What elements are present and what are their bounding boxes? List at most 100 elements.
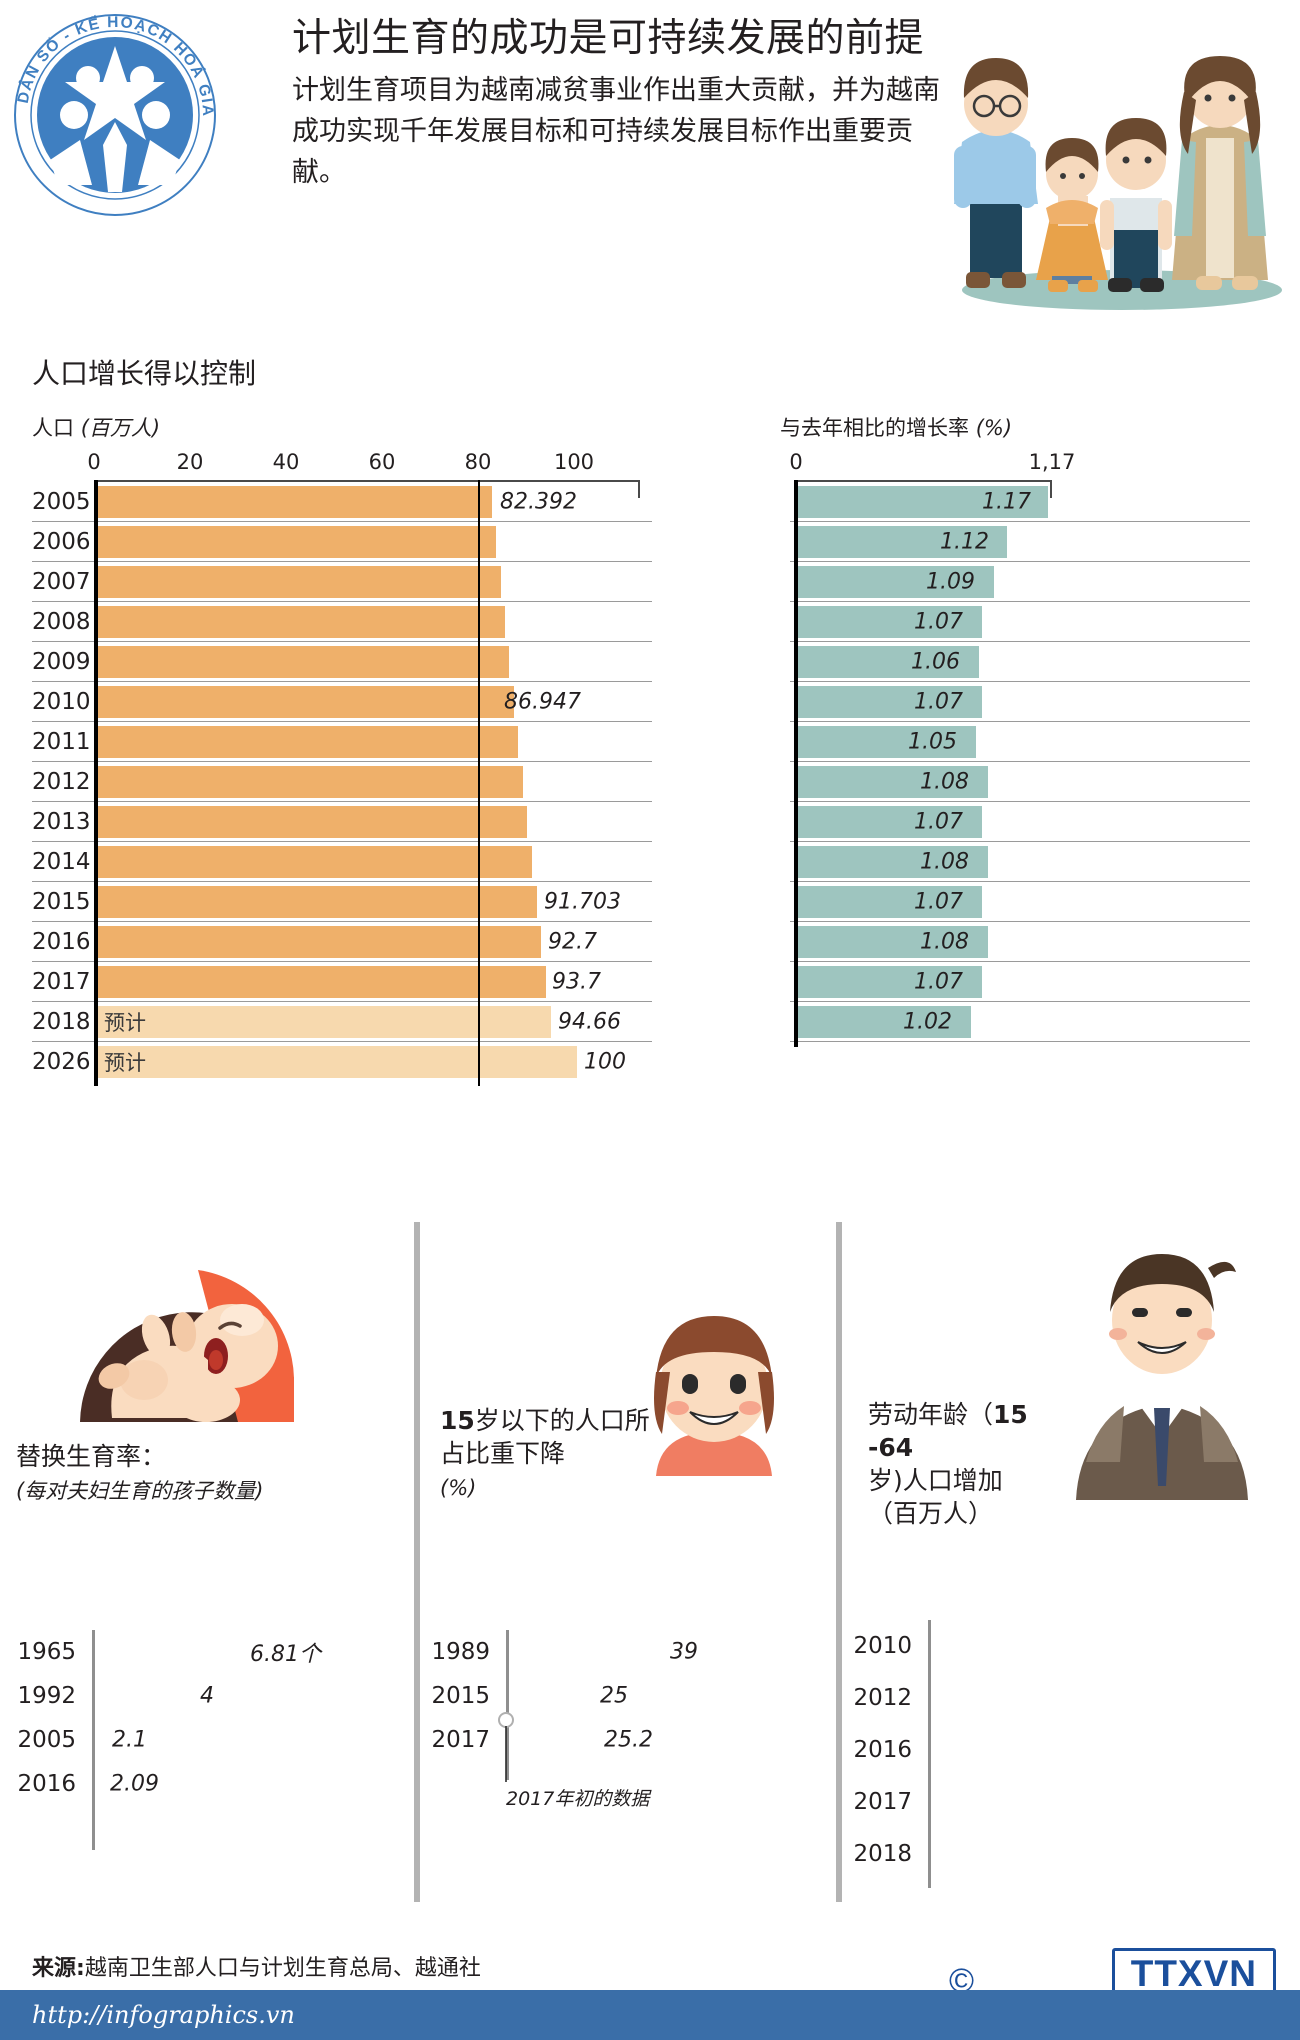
table-row: 2006 (32, 522, 652, 562)
family-illustration (932, 32, 1292, 314)
under15-title-number: 15 (440, 1406, 475, 1435)
bar-population (96, 646, 509, 678)
under15-plot: 1989 39 2015 25 2017 25.2 (428, 1630, 818, 1790)
header: DÂN SỐ - KẾ HOẠCH HOÁ GIA ĐÌNH 计划生育的成功是可… (0, 0, 1300, 330)
bar-growth (796, 926, 988, 958)
bar-value: 1.09 (926, 569, 975, 595)
list-item: 2017 25.2 (428, 1718, 818, 1762)
bar-growth (796, 1006, 971, 1038)
baby-illustration (72, 1250, 302, 1430)
bar-population (96, 766, 523, 798)
table-row: 1.07 (790, 802, 1250, 842)
row-year: 1965 (17, 1639, 76, 1665)
list-item: 2017 48.2 (850, 1776, 1270, 1828)
table-row: 1.07 (790, 602, 1250, 642)
bar-value: 1.08 (920, 769, 969, 795)
page-subtitle: 计划生育项目为越南减贫事业作出重大贡献，并为越南成功实现千年发展目标和可持续发展… (292, 75, 940, 188)
footer-url[interactable]: http://infographics.vn (32, 2001, 295, 2029)
bar-population (96, 686, 514, 718)
bar-value: 1.07 (914, 609, 963, 635)
bar-value: 1.07 (914, 889, 963, 915)
under15-unit: (%) (440, 1476, 477, 1500)
row-year: 2017 (32, 969, 91, 995)
bar-growth (796, 686, 982, 718)
panel-divider-1 (414, 1222, 420, 1902)
bar-value: 1.06 (911, 649, 960, 675)
population-xticks: 0 20 40 60 80 100 (87, 450, 638, 480)
population-guide-80 (478, 480, 480, 1086)
estimate-tag: 预计 (104, 1051, 146, 1075)
bar-growth (796, 526, 1007, 558)
row-year: 2016 (32, 929, 91, 955)
fertility-title-text: 替换生育率： (16, 1442, 167, 1471)
population-y-axis (94, 480, 98, 1086)
bar-working-age (930, 1729, 1268, 1771)
working-age-title-part1: 劳动年龄（ (868, 1400, 994, 1429)
table-row: 1.17 (790, 482, 1250, 522)
working-age-axis (928, 1620, 931, 1888)
list-item: 2015 25 (428, 1674, 818, 1718)
bar-value: 2.1 (112, 1727, 147, 1753)
table-row: 2016 92.7 (32, 922, 652, 962)
row-year: 2010 (32, 689, 91, 715)
population-axis-unit: (百万人) (80, 416, 161, 440)
population-plot: 2005 82.392 2006 2007 2008 2009 (32, 480, 652, 1086)
xtick: 80 (464, 450, 492, 474)
bar-population (96, 966, 546, 998)
under15-axis (506, 1630, 509, 1780)
row-year: 2008 (32, 609, 91, 635)
bar-growth (796, 726, 976, 758)
table-row: 1.05 (790, 722, 1250, 762)
table-row: 2018 预计 94.66 (32, 1002, 652, 1042)
bar-growth (796, 886, 982, 918)
bar-growth (796, 966, 982, 998)
table-row: 1.09 (790, 562, 1250, 602)
bar-value: 47.7 (1166, 1737, 1215, 1763)
bar-value: 46.21 (1150, 1633, 1213, 1659)
title-block: 计划生育的成功是可持续发展的前提 计划生育项目为越南减贫事业作出重大贡献，并为越… (292, 14, 952, 193)
row-year: 2016 (17, 1771, 76, 1797)
bar-working-age (930, 1781, 1272, 1823)
bar-value: 1.12 (940, 529, 989, 555)
bar-value: 25.2 (604, 1727, 653, 1753)
population-top-bracket (94, 480, 640, 498)
bar-growth (796, 646, 979, 678)
growth-axis-unit: (%) (975, 416, 1013, 440)
row-year: 2018 (32, 1009, 91, 1035)
row-year: 2017 (431, 1727, 490, 1753)
table-row: 1.07 (790, 962, 1250, 1002)
bar-value: 94.66 (558, 1009, 621, 1035)
list-item: 1965 6.81个 (14, 1630, 404, 1674)
bar-value: 86.947 (504, 689, 581, 715)
table-row: 2017 93.7 (32, 962, 652, 1002)
row-year: 2013 (32, 809, 91, 835)
table-row: 1.07 (790, 682, 1250, 722)
working-age-plot: 2010 46.21 2012 46.95 2016 47.7 2017 48.… (850, 1620, 1270, 1890)
bar-value: 25 (600, 1683, 628, 1709)
gopfp-logo: DÂN SỐ - KẾ HOẠCH HOÁ GIA ĐÌNH (10, 10, 220, 220)
working-age-title: 劳动年龄（15 -64 岁)人口增加 （百万人） (868, 1398, 1068, 1530)
table-row: 1.08 (790, 842, 1250, 882)
bar-value: 1.05 (908, 729, 957, 755)
list-item: 2005 2.1 (14, 1718, 404, 1762)
annotation-text: 2017年初的数据 (506, 1788, 650, 1810)
bar-population (96, 606, 505, 638)
fertility-plot: 1965 6.81个 1992 4 2005 2.1 2016 2.09 (14, 1630, 404, 1850)
list-item: 2016 2.09 (14, 1762, 404, 1806)
xtick: 0 (789, 450, 803, 474)
source-text: 越南卫生部人口与计划生育总局、越通社 (84, 1956, 481, 1981)
row-year: 2026 (32, 1049, 91, 1075)
bar-value: 93.7 (552, 969, 601, 995)
growth-plot: 1.17 1.12 1.09 1.07 1.06 (790, 480, 1250, 1086)
row-year: 1989 (431, 1639, 490, 1665)
bar-population (96, 486, 492, 518)
table-row: 2011 (32, 722, 652, 762)
bar-growth (796, 766, 988, 798)
bar-value: 91.703 (544, 889, 621, 915)
estimate-tag: 预计 (936, 1843, 978, 1867)
bar-value: 1.02 (903, 1009, 952, 1035)
table-row: 1.08 (790, 922, 1250, 962)
bar-growth (796, 566, 994, 598)
bar-value: 2.09 (110, 1771, 159, 1797)
growth-axis-title: 与去年相比的增长率 (780, 416, 969, 440)
